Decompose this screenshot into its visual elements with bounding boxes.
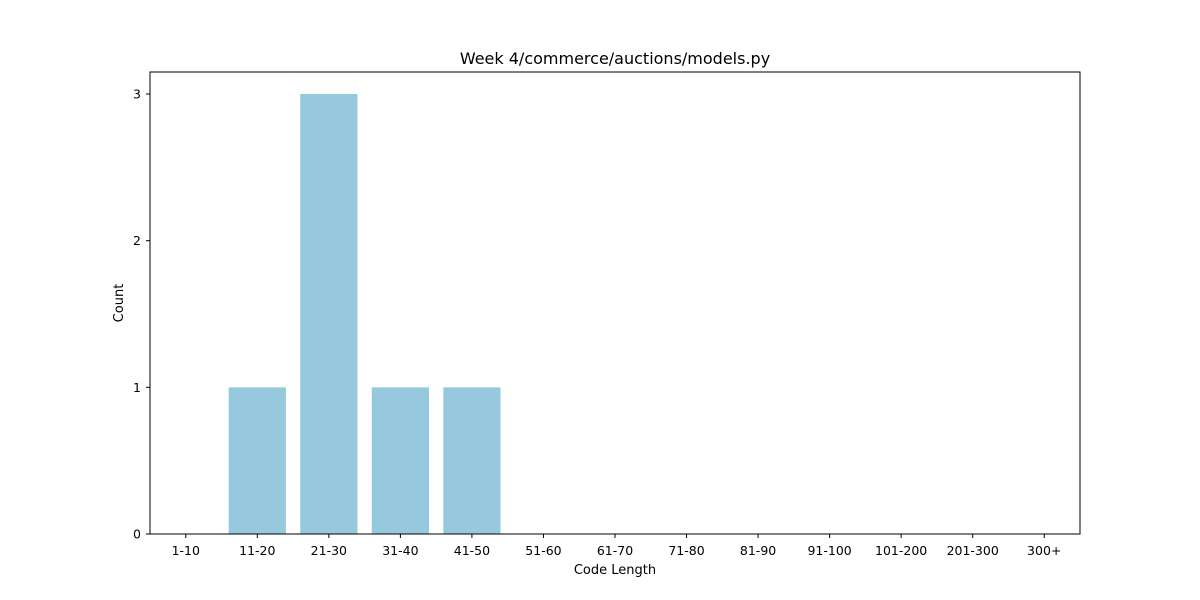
x-tick-label: 81-90 bbox=[740, 543, 776, 558]
y-tick-label: 2 bbox=[133, 233, 141, 248]
x-tick-label: 61-70 bbox=[597, 543, 633, 558]
x-tick-label: 41-50 bbox=[454, 543, 490, 558]
y-tick-label: 3 bbox=[133, 87, 141, 102]
x-tick-label: 101-200 bbox=[875, 543, 927, 558]
bar-11-20 bbox=[228, 387, 286, 534]
y-axis: 0 1 2 3 bbox=[133, 87, 150, 542]
x-tick-label: 91-100 bbox=[807, 543, 851, 558]
x-tick-label: 1-10 bbox=[172, 543, 200, 558]
x-tick-label: 71-80 bbox=[668, 543, 704, 558]
x-axis: 1-10 11-20 21-30 31-40 41-50 51-60 61-70 71-80 8… bbox=[172, 534, 1061, 558]
bar-41-50 bbox=[443, 387, 501, 534]
x-tick-label: 51-60 bbox=[525, 543, 561, 558]
y-tick-label: 0 bbox=[133, 527, 141, 542]
y-tick-label: 1 bbox=[133, 380, 141, 395]
x-axis-label: Code Length bbox=[574, 563, 656, 578]
chart-title: Week 4/commerce/auctions/models.py bbox=[460, 49, 770, 68]
x-tick-label: 201-300 bbox=[947, 543, 999, 558]
bar-31-40 bbox=[371, 387, 429, 534]
bars-layer bbox=[228, 94, 501, 534]
plot-frame bbox=[149, 71, 1081, 535]
x-tick-label: 21-30 bbox=[311, 543, 347, 558]
x-tick-label: 11-20 bbox=[239, 543, 275, 558]
bar-21-30 bbox=[300, 94, 358, 534]
x-tick-label: 31-40 bbox=[382, 543, 418, 558]
x-tick-label: 300+ bbox=[1027, 543, 1061, 558]
y-axis-label: Count bbox=[112, 284, 127, 323]
